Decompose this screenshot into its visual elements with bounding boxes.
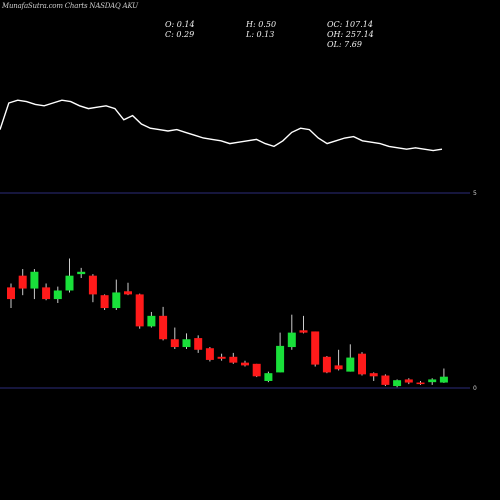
candle — [53, 286, 62, 303]
candle — [276, 332, 285, 373]
candle — [65, 258, 74, 293]
ol-stat: OL: 7.69 — [327, 40, 362, 49]
candle-body-up — [428, 379, 437, 383]
candle-body-down — [205, 348, 214, 360]
candle — [7, 283, 15, 309]
indicator-panel — [0, 99, 443, 152]
candle-body-up — [77, 271, 86, 275]
axis-label-upper: 5 — [473, 190, 477, 197]
candle — [217, 353, 226, 361]
candle-body-down — [299, 330, 308, 333]
candle — [241, 360, 249, 367]
oh-stat: OH: 257.14 — [327, 30, 374, 39]
candle — [322, 356, 331, 374]
candle — [287, 314, 296, 350]
candle — [439, 368, 448, 383]
high-stat: H: 0.50 — [246, 20, 277, 29]
oc-stat: OC: 107.14 — [327, 20, 373, 29]
candle — [112, 279, 121, 310]
candle-body-down — [135, 294, 144, 327]
candle — [18, 269, 27, 296]
candle — [334, 349, 343, 371]
candle-body-up — [65, 275, 74, 291]
candle-body-down — [229, 356, 238, 363]
close-stat: C: 0.29 — [165, 30, 195, 39]
candle-body-up — [147, 315, 156, 327]
chart-watermark: MunafaSutra.com Charts NASDAQ AKU — [2, 2, 138, 10]
candle-body-down — [42, 287, 51, 300]
candle — [404, 378, 413, 385]
candle-body-up — [346, 357, 355, 372]
candle-body-down — [241, 362, 249, 366]
candle-body-up — [439, 376, 448, 383]
candle — [205, 347, 214, 362]
candle — [299, 315, 308, 334]
candle-body-up — [112, 292, 121, 309]
candle-body-down — [100, 295, 109, 309]
candle — [182, 333, 191, 349]
low-stat: L: 0.13 — [246, 30, 275, 39]
candle-body-down — [7, 287, 15, 300]
candle-body-down — [159, 315, 168, 340]
candle-body-down — [416, 382, 425, 385]
price-panel — [7, 258, 448, 388]
candle-body-down — [334, 365, 343, 370]
candle — [416, 380, 425, 385]
candle — [229, 352, 238, 364]
candle-body-down — [88, 275, 97, 295]
candle — [124, 282, 132, 296]
candle-body-down — [381, 375, 390, 385]
candle-body-down — [311, 331, 320, 365]
candle — [428, 378, 437, 385]
candle — [264, 371, 273, 383]
candle — [252, 363, 261, 378]
open-stat: O: 0.14 — [165, 20, 195, 29]
candle — [346, 344, 355, 372]
candle-body-down — [404, 379, 413, 383]
candle-body-down — [322, 356, 331, 373]
candle-body-down — [124, 291, 132, 295]
candle-body-down — [194, 338, 203, 350]
candle-body-up — [287, 332, 296, 348]
candle-body-up — [264, 373, 273, 381]
candle-body-up — [276, 345, 285, 373]
candle — [100, 294, 109, 310]
candle — [135, 293, 144, 329]
candle — [369, 372, 378, 381]
candle-body-down — [217, 356, 226, 359]
candle — [381, 374, 390, 387]
candle — [393, 379, 402, 388]
candle — [358, 352, 366, 376]
candle — [170, 327, 179, 349]
candle-body-down — [18, 275, 27, 289]
candle-body-down — [358, 353, 366, 375]
candle — [88, 274, 97, 303]
candle-body-up — [30, 271, 39, 289]
candle-body-up — [182, 339, 191, 348]
axis-label-lower: 0 — [473, 385, 477, 392]
candle — [159, 306, 168, 341]
candle-body-down — [170, 339, 179, 348]
candle — [42, 283, 51, 301]
candle — [311, 331, 320, 367]
indicator-line — [0, 99, 443, 152]
candle — [77, 267, 86, 279]
candle — [30, 269, 39, 300]
candle-body-up — [53, 290, 62, 300]
candle-body-down — [252, 363, 261, 377]
candle-body-up — [393, 380, 402, 387]
candle-body-down — [369, 373, 378, 377]
candle — [147, 311, 156, 328]
candle — [194, 335, 203, 353]
